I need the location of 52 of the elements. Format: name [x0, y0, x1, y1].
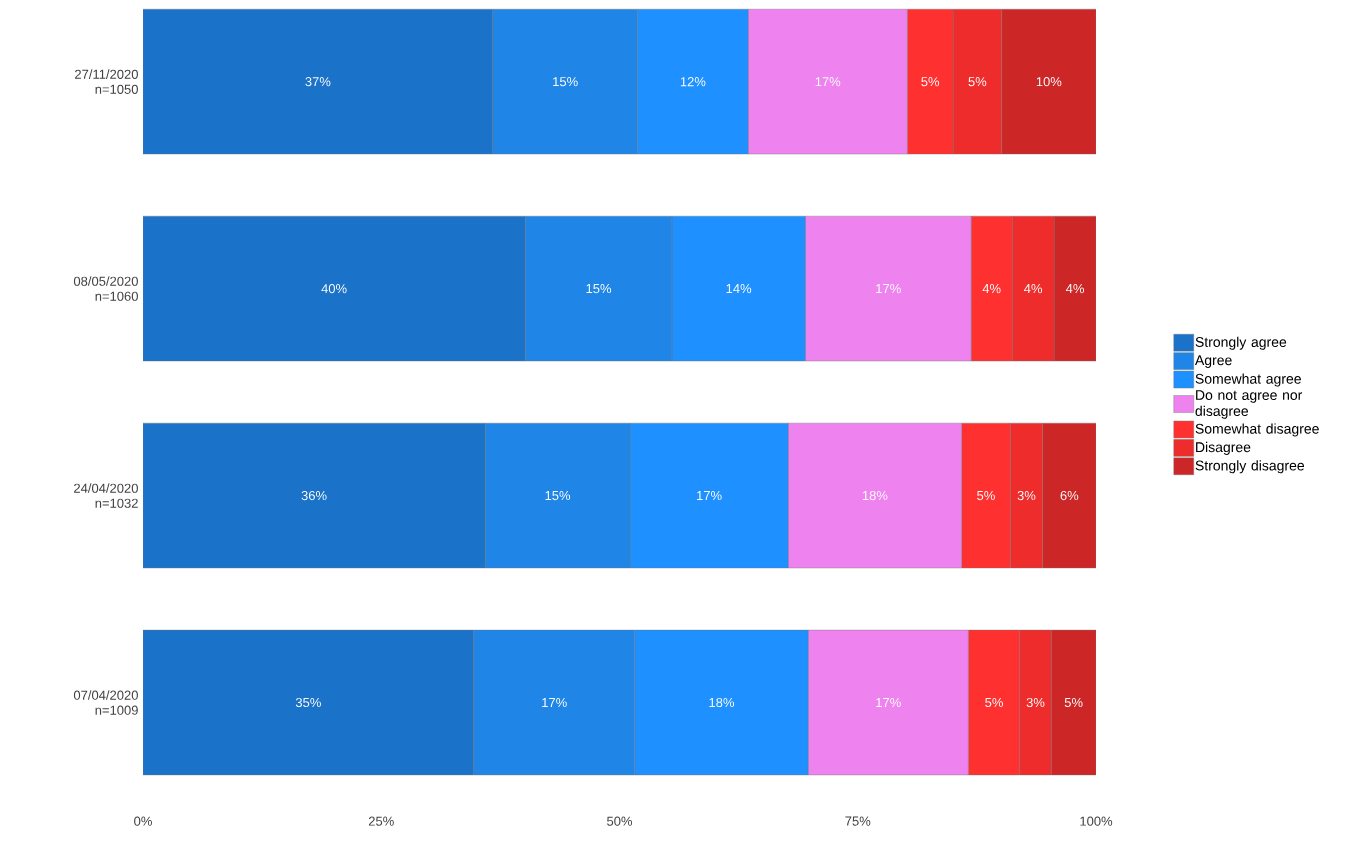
data-label: 36%	[301, 490, 327, 501]
legend-label: Somewhat disagree	[1195, 423, 1319, 437]
data-label: 5%	[977, 490, 995, 501]
bar	[1053, 215, 1097, 362]
y-tick-label: 27/11/2020 n=1050	[75, 69, 138, 94]
data-label: 15%	[545, 490, 571, 501]
y-tick-label: 24/04/2020 n=1032	[74, 483, 138, 508]
bar	[143, 422, 486, 569]
legend-label: Do not agree nor disagree	[1195, 390, 1303, 419]
data-label: 17%	[815, 77, 841, 87]
legend-label: Strongly disagree	[1195, 460, 1305, 474]
data-label: 10%	[1036, 77, 1062, 87]
data-label: 4%	[1024, 284, 1043, 294]
x-tick-label: 0%	[134, 816, 152, 826]
bar	[1051, 629, 1097, 776]
data-label: 5%	[1064, 697, 1083, 708]
data-label: 17%	[542, 697, 567, 708]
data-label: 17%	[697, 491, 722, 501]
x-tick-label: 25%	[368, 816, 394, 826]
bar	[1001, 9, 1097, 155]
legend-label: Somewhat agree	[1195, 373, 1301, 387]
data-label: 18%	[862, 490, 888, 501]
data-label: 4%	[982, 284, 1001, 294]
y-tick-label: 07/04/2020 n=1009	[73, 690, 138, 715]
data-label: 6%	[1060, 490, 1079, 501]
data-label: 4%	[1065, 284, 1084, 294]
bar	[143, 629, 474, 776]
bar	[143, 9, 493, 155]
x-tick-label: 75%	[845, 816, 871, 826]
data-label: 35%	[295, 697, 321, 708]
data-label: 17%	[876, 284, 901, 294]
data-label: 37%	[305, 77, 331, 87]
data-label: 18%	[709, 697, 735, 708]
data-label: 40%	[321, 283, 347, 294]
x-tick-label: 50%	[607, 816, 633, 826]
bar	[143, 215, 526, 362]
data-label: 14%	[726, 284, 752, 294]
legend-label: Disagree	[1196, 441, 1251, 455]
data-label: 15%	[553, 77, 578, 87]
y-tick-label: 08/05/2020 n=1060	[73, 276, 138, 301]
data-label: 5%	[921, 77, 940, 87]
data-label: 3%	[1017, 490, 1036, 501]
data-label: 5%	[968, 77, 987, 87]
legend-label: Strongly agree	[1195, 336, 1287, 350]
data-label: 3%	[1026, 697, 1045, 708]
x-tick-label: 100%	[1080, 816, 1113, 826]
data-label: 5%	[985, 697, 1003, 708]
data-label: 17%	[876, 697, 901, 708]
bar	[1042, 422, 1097, 569]
data-label: 12%	[680, 77, 706, 87]
data-label: 15%	[586, 284, 612, 294]
legend-label: Agree	[1194, 355, 1232, 368]
